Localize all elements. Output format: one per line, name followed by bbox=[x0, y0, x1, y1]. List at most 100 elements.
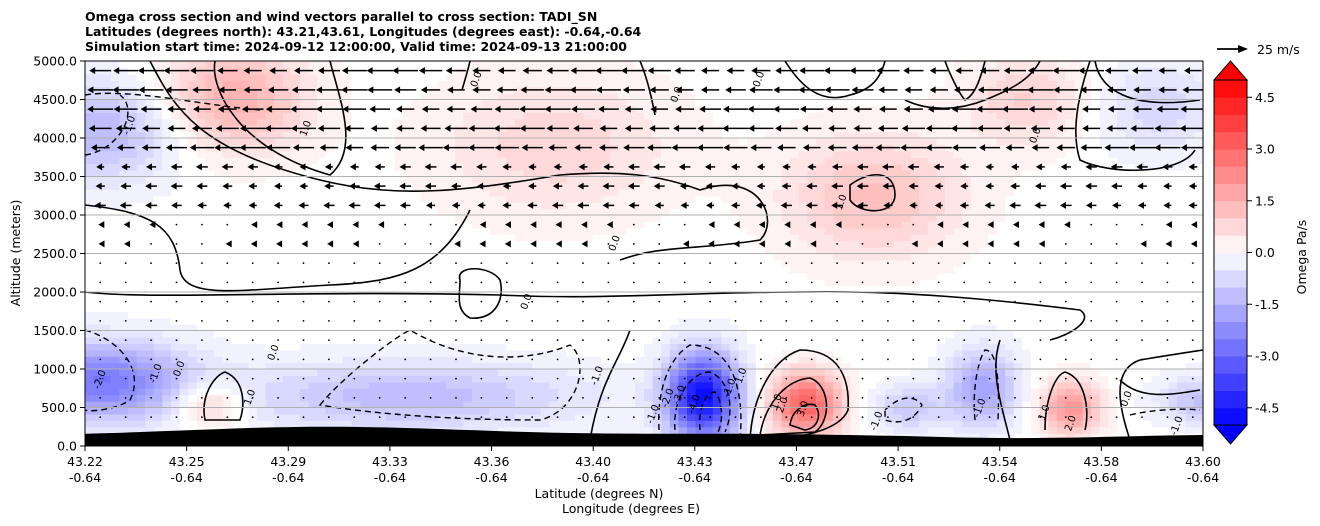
wind-vector bbox=[1163, 182, 1172, 190]
wind-vector bbox=[606, 221, 613, 229]
wind-vector bbox=[1064, 221, 1071, 229]
wind-vector bbox=[251, 339, 254, 341]
wind-vector bbox=[493, 124, 520, 132]
wind-vector bbox=[887, 397, 889, 399]
wind-vector bbox=[887, 243, 889, 245]
wind-vector bbox=[527, 201, 538, 209]
wind-vector bbox=[1154, 144, 1181, 152]
wind-vector bbox=[353, 339, 356, 341]
colorbar-band bbox=[1214, 338, 1247, 357]
wind-vector bbox=[697, 124, 723, 132]
wind-vector bbox=[887, 358, 889, 361]
wind-vector bbox=[1166, 300, 1169, 303]
wind-vector bbox=[98, 221, 105, 229]
wind-vector bbox=[632, 281, 635, 284]
wind-vector bbox=[87, 105, 114, 113]
wind-vector bbox=[531, 416, 534, 418]
wind-vector bbox=[709, 397, 711, 399]
wind-vector bbox=[531, 281, 534, 284]
wind-vector bbox=[480, 397, 483, 399]
wind-vector bbox=[175, 416, 178, 418]
wind-vector bbox=[99, 281, 102, 284]
wind-vector bbox=[683, 339, 686, 341]
wind-vector bbox=[1039, 339, 1042, 341]
wind-vector bbox=[480, 377, 483, 380]
wind-vector bbox=[429, 358, 432, 361]
wind-vector bbox=[683, 262, 686, 264]
wind-vector bbox=[544, 105, 571, 113]
wind-vector bbox=[290, 105, 317, 113]
wind-vector bbox=[277, 339, 279, 341]
wind-vector bbox=[556, 300, 559, 303]
wind-vector bbox=[1009, 201, 1021, 209]
wind-vector bbox=[251, 377, 254, 380]
wind-vector bbox=[548, 144, 567, 152]
wind-vector bbox=[647, 144, 672, 152]
wind-vector bbox=[1137, 182, 1147, 190]
wind-vector bbox=[603, 163, 614, 171]
wind-vector bbox=[1027, 67, 1053, 75]
wind-vector bbox=[113, 105, 138, 113]
wind-vector bbox=[900, 144, 927, 152]
wind-vector bbox=[861, 358, 864, 361]
wind-vector bbox=[479, 240, 486, 248]
wind-vector bbox=[607, 320, 610, 322]
wind-vector bbox=[124, 240, 131, 248]
contour-label: 0.0 bbox=[607, 234, 623, 253]
wind-vector bbox=[99, 358, 102, 361]
wind-vector bbox=[887, 339, 889, 341]
wind-vector bbox=[455, 320, 457, 322]
wind-vector bbox=[247, 163, 258, 171]
contour-label: 0.0 bbox=[1028, 126, 1044, 145]
wind-vector bbox=[1106, 124, 1127, 132]
y-axis-label: Altitude (meters) bbox=[8, 200, 23, 307]
wind-vector bbox=[1141, 320, 1143, 322]
wind-vector bbox=[451, 201, 460, 209]
wind-vector bbox=[519, 105, 546, 113]
wind-vector bbox=[217, 67, 238, 75]
wind-vector bbox=[963, 377, 966, 380]
wind-vector bbox=[937, 397, 940, 399]
wind-vector bbox=[582, 358, 584, 361]
wind-vector bbox=[251, 300, 254, 303]
wind-vector bbox=[302, 377, 305, 380]
wind-vector bbox=[653, 182, 665, 190]
wind-vector bbox=[599, 144, 618, 152]
wind-vector bbox=[632, 320, 635, 322]
wind-vector bbox=[951, 124, 978, 132]
y-tick-label: 4000.0 bbox=[33, 131, 77, 146]
wind-vector bbox=[887, 300, 889, 303]
wind-vector bbox=[392, 67, 418, 75]
wind-vector bbox=[836, 397, 838, 399]
x-tick-label-lon: -0.64 bbox=[69, 470, 101, 485]
wind-vector bbox=[455, 300, 457, 303]
wind-vector bbox=[248, 182, 257, 190]
wind-vector bbox=[1179, 124, 1203, 132]
wind-vector bbox=[502, 201, 512, 209]
wind-vector bbox=[799, 105, 824, 113]
wind-vector bbox=[758, 221, 765, 229]
wind-vector bbox=[124, 281, 127, 284]
wind-vector bbox=[378, 320, 381, 322]
wind-vector bbox=[826, 105, 848, 113]
wind-vector bbox=[937, 377, 940, 380]
wind-vector bbox=[1090, 416, 1093, 418]
wind-vector bbox=[1104, 144, 1129, 152]
wind-vector bbox=[1039, 377, 1042, 380]
wind-vector bbox=[582, 281, 584, 284]
wind-vector bbox=[522, 67, 542, 75]
wind-vector bbox=[1107, 105, 1126, 113]
wind-vector bbox=[937, 358, 940, 361]
wind-vector bbox=[658, 243, 661, 245]
wind-vector bbox=[150, 243, 153, 245]
wind-vector bbox=[908, 182, 919, 190]
wind-vector bbox=[1003, 124, 1027, 132]
wind-vector bbox=[963, 320, 966, 322]
wind-vector bbox=[302, 281, 305, 284]
wind-vector bbox=[809, 221, 816, 229]
wind-vector bbox=[577, 182, 589, 190]
wind-vector bbox=[494, 144, 519, 152]
wind-vector bbox=[1082, 124, 1101, 132]
wind-vector bbox=[293, 67, 314, 75]
wind-vector bbox=[810, 377, 813, 380]
